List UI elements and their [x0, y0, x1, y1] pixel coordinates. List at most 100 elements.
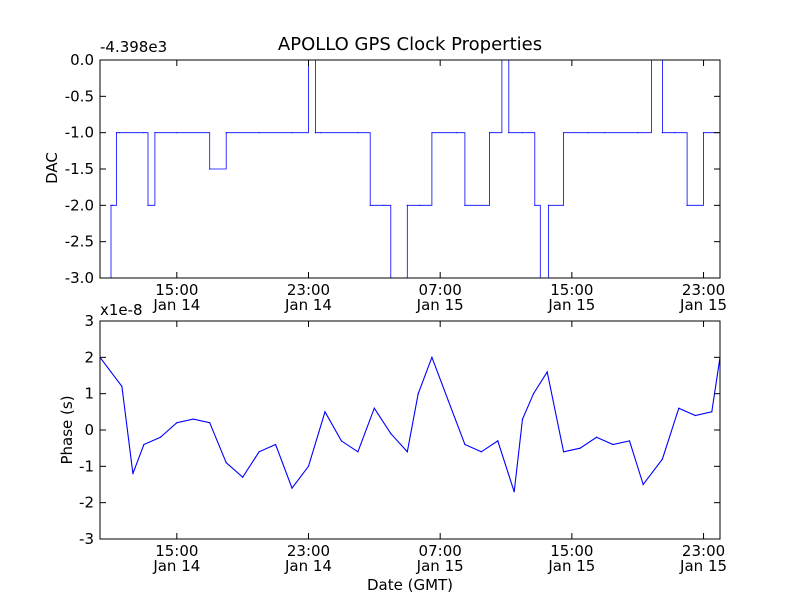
- dac-x-tick-date: Jan 15: [416, 296, 464, 314]
- phase-data-point: [579, 447, 581, 449]
- phase-data-point: [642, 483, 644, 486]
- phase-data-point: [242, 476, 244, 478]
- date-axis-label: Date (GMT): [367, 576, 453, 594]
- dac-data-point: [521, 132, 524, 134]
- dac-data-point: [547, 204, 550, 206]
- phase-data-point: [373, 407, 375, 409]
- dac-y-tick-label: -3.0: [65, 269, 94, 287]
- dac-data-point: [111, 204, 113, 206]
- phase-y-tick-label: 3: [84, 312, 94, 330]
- phase-data-point: [595, 436, 598, 438]
- dac-y-tick-label: -1.5: [65, 160, 94, 178]
- phase-series-line: [100, 355, 720, 492]
- phase-data-point: [513, 491, 515, 493]
- phase-y-tick-label: -1: [79, 457, 94, 475]
- phase-y-tick-label: 1: [84, 385, 94, 403]
- dac-x-tick-time: 23:00: [682, 281, 725, 299]
- dac-x-tick-date: Jan 15: [679, 296, 727, 314]
- dac-data-point: [431, 132, 433, 134]
- phase-y-ticks: 3 2 1 0 -1 -2 -3: [79, 312, 720, 548]
- dac-data-point: [508, 132, 510, 134]
- phase-axes-frame: [99, 320, 721, 540]
- phase-x-tick-time: 07:00: [419, 542, 462, 560]
- dac-data-point: [118, 132, 120, 134]
- dac-axes-frame: [99, 59, 721, 279]
- dac-x-tick-time: 15:00: [155, 281, 198, 299]
- dac-data-point: [291, 132, 293, 134]
- phase-data-point: [192, 418, 194, 420]
- dac-y-tick-label: -0.5: [65, 87, 94, 105]
- phase-data-point: [176, 422, 178, 424]
- phase-data-point: [464, 443, 466, 446]
- dac-data-point: [154, 132, 156, 134]
- phase-data-point: [417, 393, 419, 395]
- dac-data-point: [320, 132, 322, 134]
- phase-x-tick-time: 23:00: [287, 542, 330, 560]
- phase-data-point: [357, 451, 359, 453]
- phase-data-point: [431, 356, 433, 358]
- phase-data-point: [307, 465, 310, 467]
- dac-data-point: [357, 132, 359, 134]
- phase-data-point: [258, 451, 260, 453]
- phase-data-point: [406, 451, 408, 453]
- dac-x-tick-time: 07:00: [419, 281, 462, 299]
- dac-data-point: [225, 132, 227, 134]
- phase-data-point: [678, 407, 680, 409]
- dac-data-point: [534, 204, 536, 206]
- dac-x-tick-time: 23:00: [287, 281, 330, 299]
- dac-data-point: [110, 204, 112, 206]
- phase-y-tick-label: -2: [79, 494, 94, 512]
- phase-data-point: [521, 418, 524, 420]
- phase-x-tick-date: Jan 15: [547, 557, 595, 575]
- phase-x-tick-time: 23:00: [682, 542, 725, 560]
- phase-y-tick-label: 0: [84, 421, 94, 439]
- phase-data-point: [324, 411, 326, 413]
- phase-data-point: [447, 400, 450, 402]
- dac-data-point: [674, 132, 676, 134]
- phase-data-point: [225, 462, 227, 464]
- dac-data-point: [464, 204, 466, 206]
- dac-x-tick-date: Jan 15: [547, 296, 595, 314]
- dac-y-ticks: 0.0 -0.5 -1.0 -1.5 -2.0 -2.5 -3.0: [65, 51, 720, 287]
- phase-data-point: [110, 371, 112, 373]
- dac-x-tick-date: Jan 14: [152, 296, 200, 314]
- phase-offset-text: x1e-8: [100, 301, 143, 319]
- phase-data-point: [159, 436, 161, 438]
- phase-data-point: [143, 443, 145, 446]
- phase-data-point: [563, 451, 565, 453]
- phase-data-point: [628, 440, 631, 442]
- phase-y-tick-label: 2: [84, 348, 94, 366]
- dac-y-tick-label: -2.0: [65, 196, 94, 214]
- phase-data-point: [132, 473, 134, 475]
- dac-data-point: [637, 132, 639, 134]
- dac-data-point: [563, 132, 565, 134]
- dac-x-tick-time: 15:00: [550, 281, 593, 299]
- phase-x-tick-time: 15:00: [550, 542, 593, 560]
- dac-y-tick-label: -2.5: [65, 233, 94, 251]
- phase-x-tick-date: Jan 14: [152, 557, 200, 575]
- phase-data-point: [694, 414, 696, 417]
- phase-y-tick-label: -3: [79, 530, 94, 548]
- phase-data-point: [661, 458, 663, 460]
- dac-data-point: [488, 132, 491, 134]
- dac-data-point: [702, 132, 705, 134]
- phase-data-point: [546, 371, 548, 373]
- dac-data-point: [369, 204, 371, 206]
- dac-subplot: -4.398e3 DAC 0.0 -0.5 -1.0 -1.5 -2.0 -2.5 -3.0…: [43, 38, 727, 314]
- phase-data-point: [711, 411, 713, 413]
- phase-data-point: [497, 440, 499, 442]
- dac-data-point: [686, 204, 688, 206]
- dac-data-point: [143, 132, 145, 134]
- dac-data-point: [314, 132, 316, 134]
- phase-x-tick-date: Jan 14: [284, 557, 332, 575]
- phase-axis-label: Phase (s): [58, 395, 76, 464]
- phase-data-point: [340, 440, 343, 442]
- phase-data-point: [612, 443, 614, 446]
- phase-data-point: [291, 487, 293, 489]
- dac-data-point: [661, 132, 663, 134]
- dac-y-tick-label: 0.0: [70, 51, 94, 69]
